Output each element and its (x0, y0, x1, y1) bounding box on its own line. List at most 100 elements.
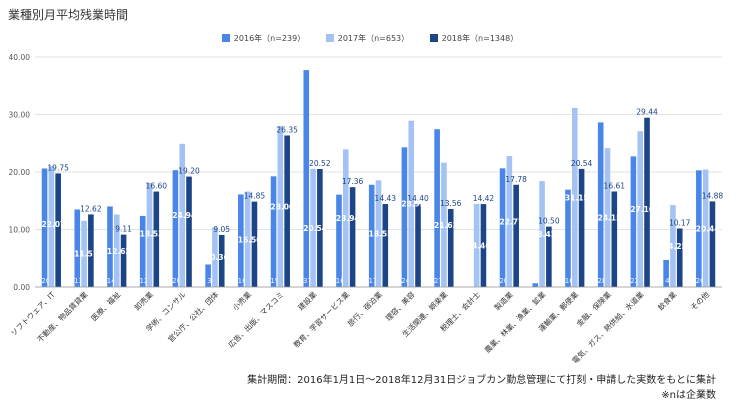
bar-value-label: 14.42 (473, 194, 495, 203)
bar (107, 206, 113, 287)
bar (670, 205, 676, 287)
bar (382, 204, 389, 287)
bar-mid-label: 28.92 (401, 200, 425, 209)
bar-mid-label: 14.46 (467, 242, 491, 251)
bar-mid-label: 27.10 (630, 205, 654, 214)
category-label: 飲食業 (655, 289, 678, 312)
category-label: 製造業 (492, 289, 515, 312)
bar (342, 149, 349, 287)
bar-value-label: 29.44 (636, 108, 658, 117)
bar (506, 156, 513, 287)
bar-mid-label: 24.15 (598, 213, 622, 222)
bar-value-label: 10.17 (669, 219, 691, 228)
bar (578, 168, 585, 287)
bar (153, 191, 160, 287)
bar (251, 201, 258, 287)
bar-mid-label: 31.15 (565, 193, 589, 202)
legend-swatch-2016 (221, 34, 230, 42)
bar (120, 234, 127, 287)
bar (597, 122, 604, 287)
y-tick-label: 10.00 (9, 226, 31, 235)
bar (172, 170, 179, 287)
bar (546, 226, 552, 287)
bar-mid-label: 18.55 (369, 230, 393, 239)
bar-value-label: 14.43 (375, 194, 397, 203)
bar (447, 209, 454, 287)
category-label: 建設業 (296, 289, 319, 312)
bar (480, 204, 487, 287)
bar (408, 120, 415, 288)
bar-mid-label: 14.25 (663, 242, 687, 251)
bar (113, 214, 120, 287)
bar-mid-label: 20.54 (303, 224, 327, 233)
bar (270, 176, 277, 287)
category-label: 教育、学習サービス業 (291, 289, 351, 349)
bar (571, 107, 578, 287)
bar (88, 214, 94, 287)
bar-mid-label: 18.53 (140, 230, 164, 239)
bar-value-label: 9.11 (115, 225, 132, 234)
bar (212, 227, 218, 287)
bar-value-label: 20.52 (309, 159, 331, 168)
bar (696, 170, 702, 287)
source-note: 集計期間：2016年1月1日～2018年12月31日ジョブカン勤怠管理にて打刻・… (247, 375, 716, 386)
bar (238, 194, 244, 287)
category-label: 旅行、宿泊業 (345, 289, 384, 328)
legend-swatch-2017 (325, 34, 334, 42)
bar (349, 187, 356, 287)
bar-mid-label: 11.51 (74, 250, 98, 259)
bar-value-label: 14.40 (407, 194, 429, 203)
bar-mid-label: 28.00 (270, 203, 294, 212)
bar (303, 70, 310, 287)
legend-label-2017: 2017年（n=653） (337, 34, 410, 43)
bar (284, 135, 290, 287)
bar (205, 264, 211, 287)
bar (74, 209, 81, 287)
bar (375, 180, 382, 287)
bar-value-label: 17.36 (342, 177, 364, 186)
category-label: 卸売業 (132, 289, 155, 312)
category-label: 医療、福祉 (89, 289, 123, 323)
bar (244, 191, 251, 287)
bar-mid-label: 18.42 (532, 230, 556, 239)
y-tick-label: 0.00 (13, 283, 30, 292)
bar (513, 184, 519, 287)
bar (401, 147, 408, 287)
bar (48, 166, 55, 287)
y-tick-label: 40.00 (9, 53, 31, 62)
bar (604, 148, 611, 287)
bar-mid-label: 21.63 (434, 221, 458, 230)
legend-item-2018: 2018年（n=1348） (429, 33, 519, 44)
bar (146, 182, 153, 287)
n-note: ※nは企業数 (661, 390, 716, 401)
chart-legend: 2016年（n=239） 2017年（n=653） 2018年（n=1348） (0, 33, 740, 44)
legend-label-2016: 2016年（n=239） (233, 34, 306, 43)
bar-value-label: 14.85 (244, 192, 266, 201)
category-label: 農業、林業、漁業、鉱業 (482, 289, 548, 355)
bar-value-label: 17.78 (505, 175, 527, 184)
bar (702, 169, 709, 287)
bar-value-label: 10.50 (538, 217, 560, 226)
legend-label-2018: 2018年（n=1348） (441, 34, 519, 43)
bar-mid-label: 22.07 (41, 220, 65, 229)
bar (277, 126, 284, 287)
bar (539, 181, 545, 287)
bar (644, 117, 650, 287)
bar (630, 156, 637, 287)
bar (676, 228, 683, 287)
category-label: その他 (688, 289, 711, 312)
bar-mid-label: 22.77 (499, 217, 523, 226)
bar-value-label: 16.60 (146, 182, 168, 191)
bar (139, 215, 146, 287)
bar-value-label: 12.62 (80, 204, 102, 213)
bar (415, 204, 421, 287)
category-label: 小売業 (230, 289, 253, 312)
bar-mid-label: 23.94 (336, 214, 360, 223)
bar (368, 184, 375, 287)
bar (179, 143, 186, 287)
category-label: 広告、出版、マスコミ (226, 289, 286, 349)
bar-value-label: 13.56 (440, 199, 462, 208)
bar (186, 176, 192, 287)
bar (336, 194, 342, 287)
bar (637, 131, 644, 287)
